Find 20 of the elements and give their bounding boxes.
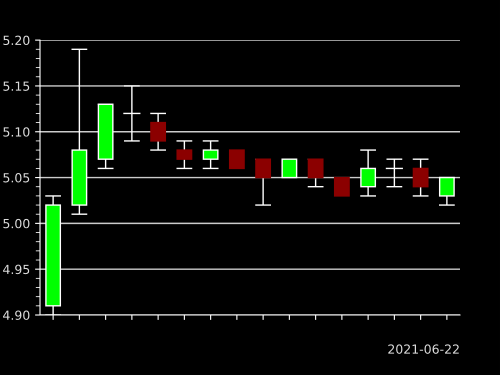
candlestick: [176, 140, 192, 170]
y-tick-label: 5.05: [3, 173, 30, 182]
candlestick: [412, 158, 429, 197]
candlestick: [360, 149, 376, 197]
y-tick-label: 5.20: [3, 36, 30, 46]
candlestick: [228, 149, 245, 170]
candlestick: [308, 158, 324, 188]
y-tick-label: 5.10: [3, 127, 30, 137]
candlestick: [123, 85, 140, 142]
candlestick: [281, 158, 298, 178]
y-tick-label: 4.95: [3, 264, 30, 274]
y-tick-label: 5.00: [3, 218, 30, 228]
candlestick: [150, 112, 166, 151]
candlestick: [438, 176, 455, 206]
candlestick: [334, 176, 350, 197]
y-tick-label: 5.15: [3, 82, 30, 91]
x-axis-title: 2021-06-22: [388, 344, 459, 354]
y-tick-label: 4.90: [3, 310, 30, 320]
candlestick: [386, 158, 403, 188]
candlestick: [255, 158, 272, 206]
